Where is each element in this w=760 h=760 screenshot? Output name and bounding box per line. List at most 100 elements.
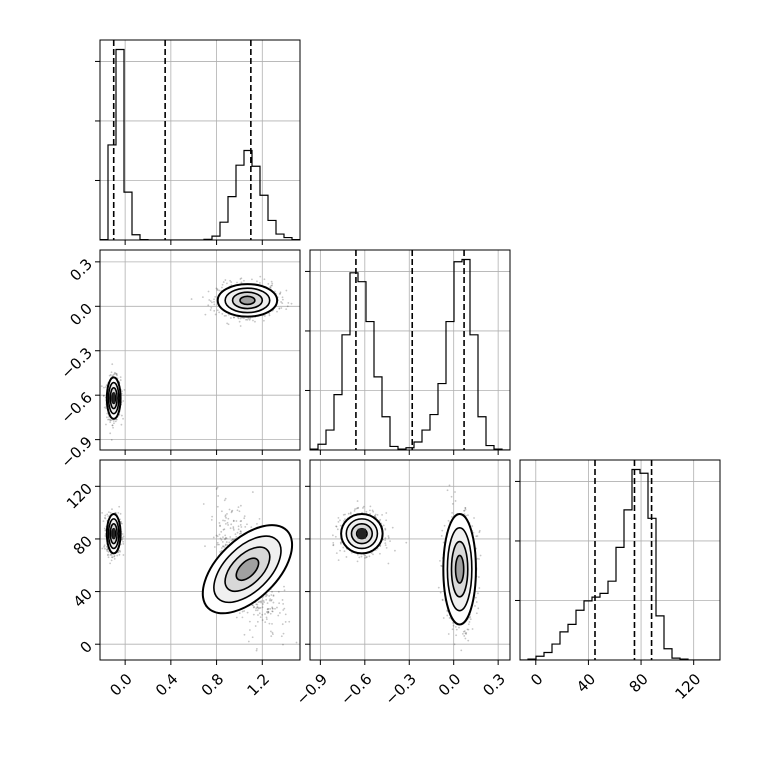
sample-point (447, 519, 450, 522)
sample-point (107, 556, 110, 559)
sample-point (243, 610, 246, 612)
contour-level (235, 557, 260, 582)
sample-point (389, 540, 391, 543)
sample-point (107, 551, 110, 553)
sample-point (224, 538, 226, 541)
sample-point (220, 510, 223, 513)
sample-point (269, 286, 272, 288)
grid-lines-1-0 (100, 250, 300, 450)
sample-point (118, 505, 121, 508)
sample-point (372, 510, 375, 513)
sample-point (221, 286, 223, 289)
sample-point (440, 564, 443, 567)
sample-point (112, 426, 114, 429)
sample-point (109, 419, 112, 421)
sample-point (372, 553, 374, 556)
sample-point (220, 538, 223, 541)
sample-point (110, 553, 112, 556)
sample-point (120, 414, 123, 417)
sample-point (283, 589, 286, 592)
sample-point (115, 373, 118, 375)
sample-point (119, 512, 122, 515)
sample-point (370, 552, 373, 554)
sample-point (224, 497, 227, 500)
sample-point (479, 554, 482, 557)
sample-point (465, 633, 467, 635)
sample-point (239, 530, 242, 533)
sample-point (222, 528, 225, 531)
sample-point (265, 618, 268, 621)
sample-point (474, 605, 476, 607)
y-tick-label: 0.3 (66, 255, 96, 285)
sample-point (219, 537, 222, 540)
sample-point (281, 623, 284, 626)
sample-point (257, 607, 260, 610)
sample-point (246, 523, 248, 526)
sample-point (105, 423, 107, 426)
sample-point (369, 512, 372, 515)
x-tick-label: 0.0 (106, 670, 136, 700)
sample-point (364, 557, 366, 559)
sample-point (266, 594, 268, 597)
sample-point (277, 590, 280, 593)
sample-point (190, 298, 193, 300)
sample-point (279, 292, 282, 295)
sample-point (232, 519, 235, 522)
sample-point (103, 406, 106, 409)
sample-point (478, 531, 481, 534)
sample-point (237, 317, 240, 320)
sample-point (272, 595, 275, 597)
sample-point (121, 390, 123, 393)
sample-point (113, 554, 116, 557)
sample-point (104, 529, 107, 532)
sample-point (282, 632, 285, 635)
axes-frame-1-0 (99, 249, 301, 451)
sample-point (122, 540, 124, 543)
sample-point (269, 286, 272, 289)
sample-point (215, 287, 218, 290)
sample-point (123, 388, 126, 391)
sample-point (103, 386, 105, 389)
sample-point (441, 599, 444, 602)
sample-point (287, 302, 290, 304)
y-tick-label: 40 (70, 585, 96, 611)
sample-point (246, 611, 249, 614)
sample-point (259, 275, 262, 278)
sample-point (258, 612, 261, 615)
sample-point (337, 517, 340, 519)
sample-point (335, 552, 338, 555)
sample-point (265, 595, 267, 598)
sample-point (255, 649, 258, 652)
sample-point (240, 530, 242, 533)
sample-point (268, 312, 271, 315)
sample-point (478, 529, 481, 532)
sample-point (224, 536, 227, 539)
sample-point (441, 598, 444, 601)
sample-point (476, 535, 479, 537)
x-tick-label: −0.6 (337, 670, 375, 708)
sample-point (262, 603, 264, 605)
sample-point (387, 536, 390, 539)
sample-point (271, 631, 274, 634)
sample-point (464, 637, 467, 640)
sample-point (204, 313, 207, 316)
sample-point (343, 550, 346, 553)
sample-point (255, 607, 258, 610)
sample-point (258, 600, 261, 603)
sample-point (439, 560, 441, 562)
sample-point (101, 512, 104, 514)
sample-point (471, 525, 474, 527)
sample-point (268, 314, 271, 317)
sample-point (224, 543, 227, 546)
sample-point (228, 541, 231, 544)
sample-point (209, 300, 212, 302)
y-tick-label: 0.0 (66, 300, 96, 330)
sample-point (238, 612, 241, 615)
axes-frame-2-0 (99, 459, 301, 661)
sample-point (337, 559, 340, 562)
x-tick-label: 0 (527, 670, 546, 689)
sample-point (461, 633, 464, 635)
sample-point (270, 635, 273, 638)
sample-point (122, 417, 124, 420)
sample-point (451, 512, 454, 514)
